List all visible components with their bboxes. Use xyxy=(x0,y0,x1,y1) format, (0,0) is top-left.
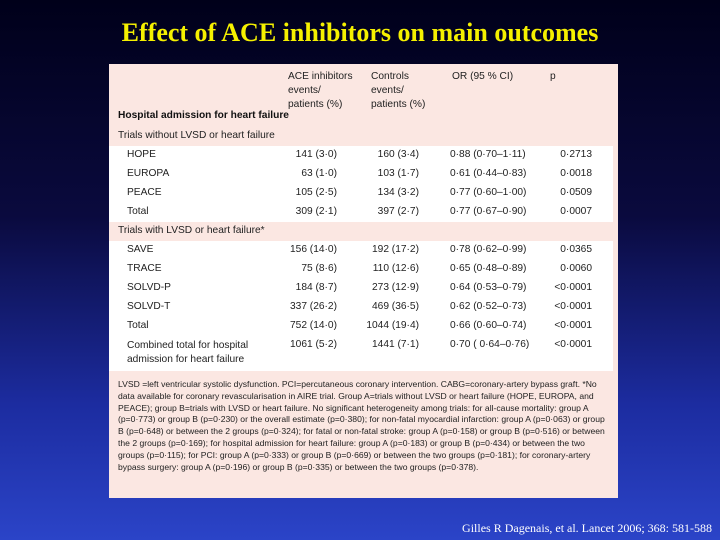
p-value: <0·0001 xyxy=(554,339,592,350)
table-row: EUROPA 63 (1·0) 103 (1·7) 0·61 (0·44–0·8… xyxy=(109,165,613,184)
control-events: 1044 (19·4) xyxy=(366,320,419,331)
odds-ratio: 0·61 (0·44–0·83) xyxy=(450,168,527,179)
trial-name: TRACE xyxy=(127,263,162,274)
control-events: 110 (12·6) xyxy=(372,263,419,274)
odds-ratio: 0·65 (0·48–0·89) xyxy=(450,263,527,274)
citation: Gilles R Dagenais, et al. Lancet 2006; 3… xyxy=(462,521,712,535)
p-value: 0·0018 xyxy=(560,168,592,179)
table-row: TRACE 75 (8·6) 110 (12·6) 0·65 (0·48–0·8… xyxy=(109,260,613,279)
group-header-b: Trials with LVSD or heart failure* xyxy=(109,222,613,241)
group-label: Trials with LVSD or heart failure* xyxy=(118,225,265,236)
control-events: 160 (3·4) xyxy=(377,149,419,160)
p-value: <0·0001 xyxy=(554,301,592,312)
header-line: ACE inhibitors xyxy=(288,71,353,82)
header-line: events/ xyxy=(288,85,321,96)
group-label: Trials without LVSD or heart failure xyxy=(118,130,275,141)
trial-name: SAVE xyxy=(127,244,154,255)
table-row: SOLVD-T 337 (26·2) 469 (36·5) 0·62 (0·52… xyxy=(109,298,613,317)
trial-name: SOLVD-T xyxy=(127,301,171,312)
p-value: 0·0060 xyxy=(560,263,592,274)
trial-name: HOPE xyxy=(127,149,156,160)
table-row-combined: Combined total for hospital admission fo… xyxy=(109,336,613,372)
control-events: 192 (17·2) xyxy=(371,244,419,255)
trial-name: Total xyxy=(127,320,149,331)
combined-label-line: admission for heart failure xyxy=(127,354,245,365)
header-line: patients (%) xyxy=(288,99,343,110)
odds-ratio: 0·77 (0·60–1·00) xyxy=(450,187,527,198)
ace-events: 184 (8·7) xyxy=(295,282,337,293)
control-events: 1441 (7·1) xyxy=(371,339,419,350)
table-row: SOLVD-P 184 (8·7) 273 (12·9) 0·64 (0·53–… xyxy=(109,279,613,298)
odds-ratio: 0·66 (0·60–0·74) xyxy=(450,320,527,331)
ace-events: 105 (2·5) xyxy=(295,187,337,198)
odds-ratio: 0·64 (0·53–0·79) xyxy=(450,282,527,293)
p-value: 0·0365 xyxy=(560,244,592,255)
table-row: SAVE 156 (14·0) 192 (17·2) 0·78 (0·62–0·… xyxy=(109,241,613,260)
trial-name: EUROPA xyxy=(127,168,170,179)
table-footnote: LVSD =left ventricular systolic dysfunct… xyxy=(118,379,605,472)
odds-ratio: 0·62 (0·52–0·73) xyxy=(450,301,527,312)
table-body: Trials without LVSD or heart failure HOP… xyxy=(109,127,613,371)
odds-ratio: 0·78 (0·62–0·99) xyxy=(450,244,527,255)
column-header-controls: Controls events/ patients (%) xyxy=(371,70,441,112)
control-events: 134 (3·2) xyxy=(377,187,419,198)
trial-name: PEACE xyxy=(127,187,162,198)
column-header-p: p xyxy=(550,71,556,82)
table-row-total: Total 752 (14·0) 1044 (19·4) 0·66 (0·60–… xyxy=(109,317,613,336)
p-value: 0·0509 xyxy=(560,187,592,198)
header-line: patients (%) xyxy=(371,99,426,110)
table-header: ACE inhibitors events/ patients (%) Cont… xyxy=(109,64,618,127)
control-events: 397 (2·7) xyxy=(377,206,419,217)
ace-events: 1061 (5·2) xyxy=(289,339,337,350)
control-events: 273 (12·9) xyxy=(371,282,419,293)
column-header-ace: ACE inhibitors events/ patients (%) xyxy=(288,70,368,112)
header-line: Controls xyxy=(371,71,409,82)
ace-events: 141 (3·0) xyxy=(295,149,337,160)
table-row: PEACE 105 (2·5) 134 (3·2) 0·77 (0·60–1·0… xyxy=(109,184,613,203)
slide-title: Effect of ACE inhibitors on main outcome… xyxy=(121,18,599,47)
ace-events: 752 (14·0) xyxy=(289,320,337,331)
odds-ratio: 0·88 (0·70–1·11) xyxy=(450,149,526,160)
control-events: 103 (1·7) xyxy=(377,168,419,179)
trial-name: SOLVD-P xyxy=(127,282,171,293)
ace-events: 156 (14·0) xyxy=(289,244,337,255)
table-panel: ACE inhibitors events/ patients (%) Cont… xyxy=(109,64,618,498)
ace-events: 63 (1·0) xyxy=(301,168,337,179)
odds-ratio: 0·70 ( 0·64–0·76) xyxy=(450,339,530,350)
p-value: 0·2713 xyxy=(560,149,592,160)
section-title: Hospital admission for heart failure xyxy=(118,110,289,121)
ace-events: 75 (8·6) xyxy=(301,263,337,274)
combined-label: Combined total for hospital admission fo… xyxy=(127,339,248,367)
odds-ratio: 0·77 (0·67–0·90) xyxy=(450,206,527,217)
table-row: HOPE 141 (3·0) 160 (3·4) 0·88 (0·70–1·11… xyxy=(109,146,613,165)
p-value: <0·0001 xyxy=(554,282,592,293)
ace-events: 309 (2·1) xyxy=(295,206,337,217)
control-events: 469 (36·5) xyxy=(371,301,419,312)
p-value: 0·0007 xyxy=(560,206,592,217)
group-header-a: Trials without LVSD or heart failure xyxy=(109,127,613,146)
trial-name: Total xyxy=(127,206,149,217)
combined-label-line: Combined total for hospital xyxy=(127,340,249,351)
ace-events: 337 (26·2) xyxy=(289,301,337,312)
column-header-or: OR (95 % CI) xyxy=(452,71,514,82)
table-row-total: Total 309 (2·1) 397 (2·7) 0·77 (0·67–0·9… xyxy=(109,203,613,222)
p-value: <0·0001 xyxy=(554,320,592,331)
header-line: events/ xyxy=(371,85,404,96)
